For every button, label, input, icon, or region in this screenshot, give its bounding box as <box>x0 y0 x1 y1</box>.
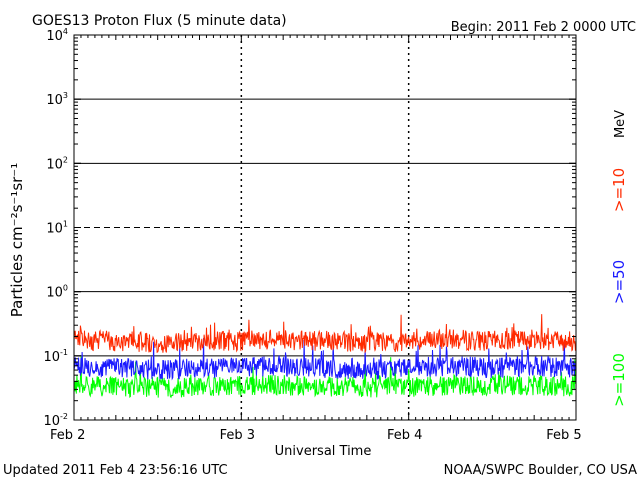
legend-label-ge50: >=50 <box>610 260 628 304</box>
y-tick-label: 10-2 <box>43 412 68 429</box>
x-tick-label: Feb 4 <box>387 428 422 443</box>
y-tick-label: 101 <box>46 220 68 237</box>
legend-unit: MeV <box>613 110 628 138</box>
y-tick-labels: 10-2 10-1 100 101 102 103 104 <box>43 27 68 429</box>
credit-text: NOAA/SWPC Boulder, CO USA <box>444 463 637 478</box>
series-line-ge50 <box>73 337 577 381</box>
x-axis-label: Universal Time <box>275 444 372 459</box>
series-line-ge10 <box>73 314 576 354</box>
y-tick-label: 102 <box>46 155 68 172</box>
x-tick-labels: Feb 2 Feb 3 Feb 4 Feb 5 <box>50 428 582 443</box>
begin-time: Begin: 2011 Feb 2 0000 UTC <box>451 20 636 35</box>
chart-title: GOES13 Proton Flux (5 minute data) <box>32 13 287 29</box>
updated-time: Updated 2011 Feb 4 23:56:16 UTC <box>3 463 228 478</box>
x-tick-label: Feb 2 <box>50 428 85 443</box>
y-axis-label: Particles cm⁻²s⁻¹sr⁻¹ <box>8 163 26 317</box>
legend-label-ge100: >=100 <box>610 353 628 407</box>
y-tick-label: 104 <box>46 27 68 44</box>
gridlines <box>74 35 576 420</box>
y-tick-label: 100 <box>46 284 68 301</box>
series-lines <box>73 314 577 399</box>
legend: >=10 >=50 >=100 MeV <box>610 110 628 407</box>
x-tick-label: Feb 3 <box>220 428 255 443</box>
legend-label-ge10: >=10 <box>610 168 628 212</box>
x-tick-label: Feb 5 <box>546 428 581 443</box>
plot-frame <box>73 34 577 421</box>
series-line-ge100 <box>73 356 577 399</box>
y-tick-label: 103 <box>46 91 68 108</box>
y-tick-label: 10-1 <box>43 348 68 365</box>
